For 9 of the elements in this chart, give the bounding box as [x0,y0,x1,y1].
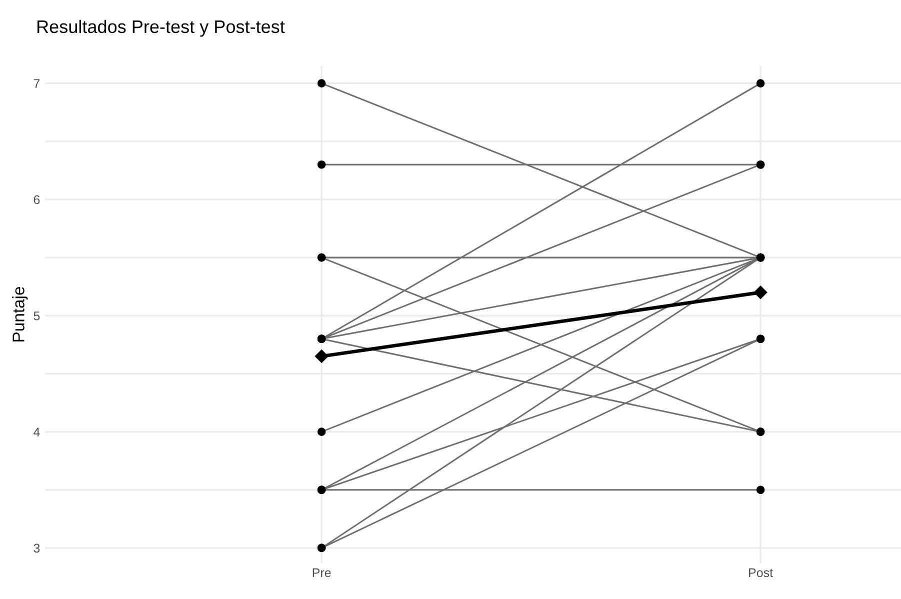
x-tick-label: Post [749,568,773,578]
x-tick-label: Pre [312,568,331,578]
chart-title: Resultados Pre-test y Post-test [38,20,285,37]
y-tick-label: 6 [34,195,40,204]
y-axis-title: Puntaje [12,286,28,342]
y-tick-label: 7 [34,79,40,88]
y-tick-label: 5 [34,312,40,320]
y-tick-label: 3 [34,544,40,553]
y-tick-label: 4 [34,428,40,436]
